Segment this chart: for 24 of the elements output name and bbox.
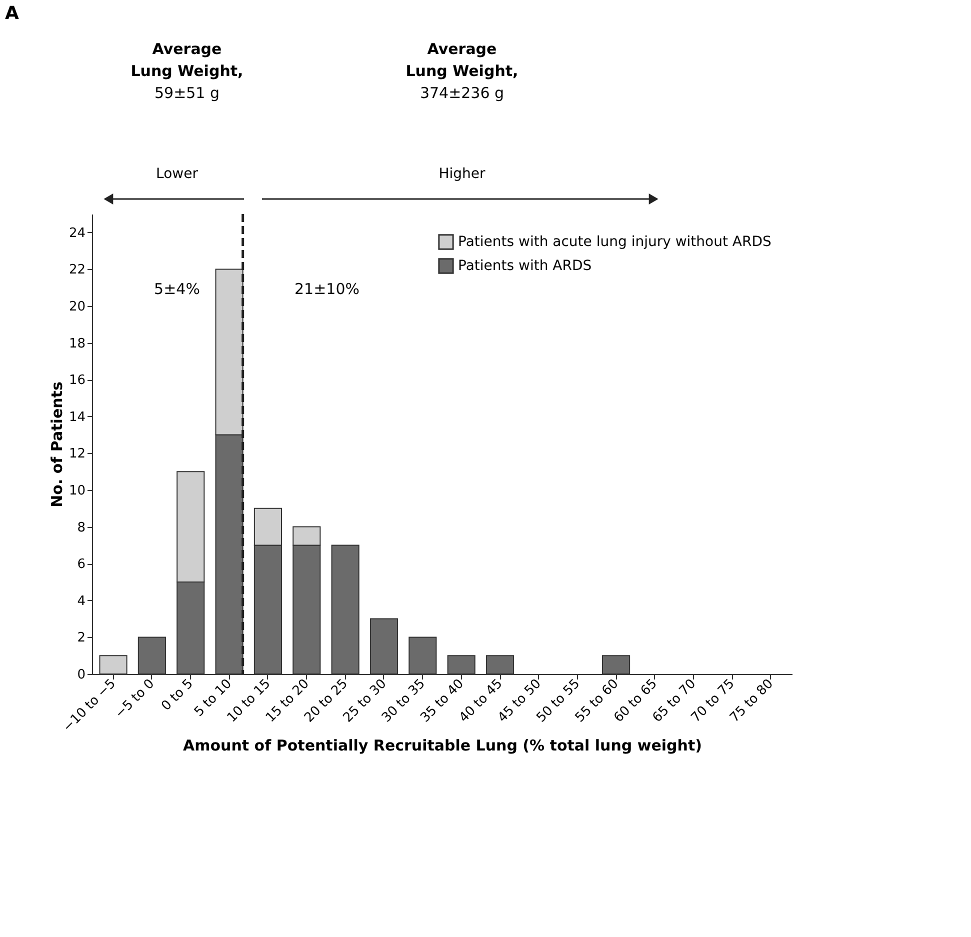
y-tick-label: 0 [77,668,86,682]
annotation: 21±10% [294,280,360,298]
y-tick-label: 18 [68,336,86,352]
y-tick-label: 22 [68,262,86,278]
y-tick-label: 10 [68,484,86,498]
y-tick-label: 12 [68,446,86,462]
y-tick-label: 14 [68,410,86,425]
x-axis-title: Amount of Potentially Recruitable Lung (% total lung weight) [183,736,702,754]
y-tick-label: 16 [68,373,86,388]
legend-label: Patients with ARDS [458,258,592,274]
text: Average Lung Weight, 59±51 g [130,40,244,102]
text: Higher [438,166,486,182]
annotation: 5±4% [154,280,200,298]
text: A [5,3,20,24]
y-tick-label: 6 [77,557,86,572]
y-tick-label: 4 [77,594,86,609]
y-tick-label: 20 [68,300,86,314]
y-tick-label: 8 [77,520,86,536]
y-tick-label: 24 [68,226,86,241]
y-axis-title: No. of Patients [48,382,66,508]
y-tick-label: 2 [77,630,86,646]
legend-label: Patients with acute lung injury without ARDS [458,234,772,250]
text: Average Lung Weight, 374±236 g [406,40,518,102]
text: Lower [156,166,198,182]
